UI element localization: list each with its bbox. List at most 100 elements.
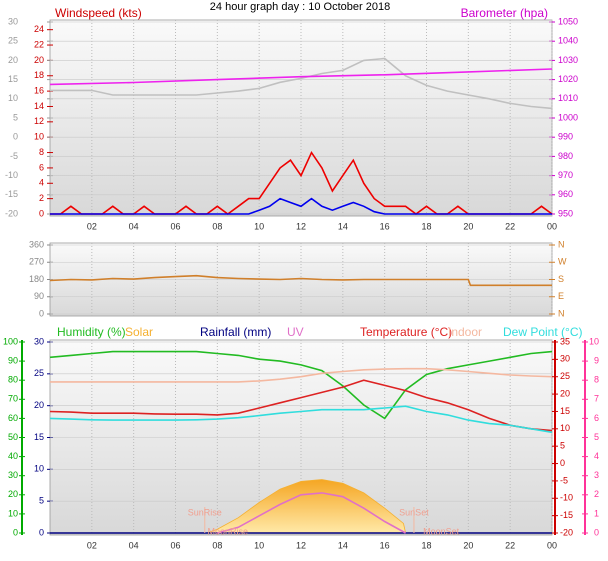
y-tick-label: 2	[39, 193, 44, 203]
x-tick-label: 12	[296, 221, 306, 231]
y-tick-label: -5	[560, 475, 568, 485]
y-tick-label: 2	[594, 489, 599, 499]
x-tick-label: 16	[380, 540, 390, 550]
y-tick-label: 20	[34, 400, 44, 410]
x-tick-label: 14	[338, 540, 348, 550]
legend-label: UV	[287, 325, 304, 339]
y-tick-label: 30	[560, 354, 570, 364]
annotation: MoonRise	[208, 526, 249, 536]
line	[49, 350, 553, 420]
y-tick-label: 8	[594, 375, 599, 385]
y-tick-label: 6	[594, 413, 599, 423]
y-tick-label: 35	[560, 336, 570, 346]
y-tick-label: W	[558, 257, 567, 267]
area	[206, 479, 407, 534]
y-tick-label: 4	[594, 451, 599, 461]
line	[50, 367, 553, 383]
y-tick-label: 14	[34, 101, 44, 111]
y-tick-label: 20	[34, 55, 44, 65]
line	[49, 68, 553, 86]
y-tick-label: 40	[8, 451, 18, 461]
y-tick-label: 0	[39, 527, 44, 537]
legend-label: Humidity (%)	[57, 325, 126, 339]
line	[50, 57, 553, 110]
x-tick-label: 10	[254, 540, 264, 550]
annotation: SunSet	[399, 507, 429, 517]
y-tick-label: 12	[34, 116, 44, 126]
legend-label: Solar	[125, 325, 153, 339]
y-tick-label: 9	[594, 355, 599, 365]
x-tick-label: 22	[505, 540, 515, 550]
y-tick-label: 30	[34, 336, 44, 346]
x-tick-label: 06	[170, 221, 180, 231]
x-tick-label: 12	[296, 540, 306, 550]
x-tick-label: 00	[547, 540, 557, 550]
y-tick-label: 25	[8, 36, 18, 46]
x-tick-label: 04	[129, 540, 139, 550]
x-tick-label: 02	[87, 540, 97, 550]
y-tick-label: 180	[29, 274, 44, 284]
y-tick-label: N	[558, 239, 565, 249]
y-tick-label: 30	[8, 16, 18, 26]
x-tick-label: 18	[421, 221, 431, 231]
axis-title: Windspeed (kts)	[55, 6, 142, 20]
y-tick-label: -10	[560, 493, 573, 503]
y-tick-label: 1000	[558, 112, 578, 122]
y-tick-label: 0	[560, 458, 565, 468]
x-tick-label: 16	[380, 221, 390, 231]
y-tick-label: 5	[594, 432, 599, 442]
y-tick-label: 25	[560, 371, 570, 381]
y-tick-label: 980	[558, 151, 573, 161]
x-tick-label: 14	[338, 221, 348, 231]
y-tick-label: 20	[8, 55, 18, 65]
y-tick-label: 100	[3, 336, 18, 346]
y-tick-label: 30	[8, 470, 18, 480]
x-tick-label: 04	[129, 221, 139, 231]
y-tick-label: 5	[560, 441, 565, 451]
y-tick-label: -15	[560, 510, 573, 520]
y-tick-label: 60	[8, 413, 18, 423]
y-tick-label: S	[558, 274, 564, 284]
x-tick-label: 22	[505, 221, 515, 231]
y-tick-label: 10	[34, 464, 44, 474]
line	[217, 492, 406, 534]
y-tick-label: N	[558, 308, 565, 318]
y-tick-label: 15	[560, 406, 570, 416]
y-tick-label: 24	[34, 24, 44, 34]
y-tick-label: 90	[8, 355, 18, 365]
y-tick-label: 990	[558, 132, 573, 142]
y-tick-label: 1010	[558, 93, 578, 103]
y-tick-label: 80	[8, 375, 18, 385]
y-tick-label: 70	[8, 394, 18, 404]
x-tick-label: 06	[170, 540, 180, 550]
y-tick-label: 3	[594, 470, 599, 480]
line	[49, 379, 553, 432]
x-tick-label: 08	[212, 540, 222, 550]
x-tick-label: 18	[421, 540, 431, 550]
y-tick-label: 1020	[558, 74, 578, 84]
y-tick-label: 970	[558, 170, 573, 180]
y-tick-label: 15	[8, 74, 18, 84]
y-tick-label: 360	[29, 239, 44, 249]
legend-label: Temperature (°C)	[360, 325, 452, 339]
y-tick-label: 0	[39, 308, 44, 318]
y-tick-label: 22	[34, 39, 44, 49]
y-tick-label: -20	[5, 208, 18, 218]
annotation: MoonSet	[423, 526, 460, 536]
y-tick-label: 0	[594, 527, 599, 537]
y-tick-label: 15	[34, 432, 44, 442]
y-tick-label: 0	[13, 527, 18, 537]
x-tick-label: 08	[212, 221, 222, 231]
y-tick-label: 0	[39, 208, 44, 218]
y-tick-label: 10	[34, 132, 44, 142]
chart-title: 24 hour graph day : 10 October 2018	[210, 1, 390, 13]
y-tick-label: 0	[13, 132, 18, 142]
x-tick-label: 20	[463, 221, 473, 231]
annotation: SunRise	[188, 507, 222, 517]
y-tick-label: 10	[560, 423, 570, 433]
line	[50, 197, 552, 215]
y-tick-label: 90	[34, 291, 44, 301]
y-tick-label: 20	[8, 489, 18, 499]
y-tick-label: 20	[560, 388, 570, 398]
